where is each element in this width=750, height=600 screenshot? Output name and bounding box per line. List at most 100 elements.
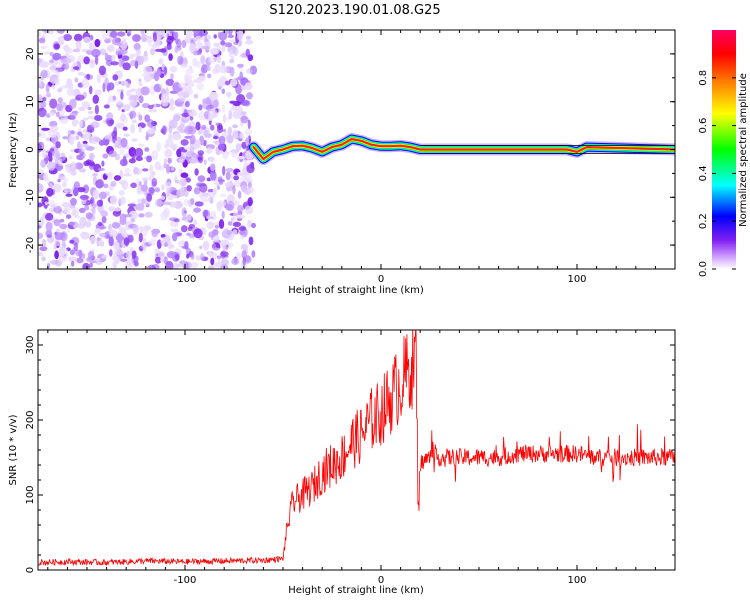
noise-blob [67,82,74,90]
noise-blob [70,130,75,135]
noise-blob [206,65,211,72]
noise-blob [60,176,67,181]
noise-blob [38,143,43,153]
noise-blob [178,82,188,89]
noise-blob [180,172,189,178]
noise-blob [228,50,233,58]
noise-blob [199,192,204,199]
top-y-axis: -20 -10 0 10 20 [25,29,675,270]
noise-blob [69,98,77,109]
noise-blob [38,232,44,240]
noise-blob [137,198,142,204]
noise-blob [130,59,137,66]
colorbar: 0.0 0.2 0.4 0.6 0.8 Normalized spectral ampl… [698,30,749,277]
bottom-x-axis: -100 0 100 [47,330,676,586]
noise-blob [208,265,215,269]
noise-blob [226,91,232,98]
noise-blob [58,158,63,167]
noise-blob [127,203,136,207]
noise-blob [245,150,254,160]
noise-blob [225,171,231,181]
noise-blob [208,108,218,119]
noise-blob [114,140,119,148]
noise-blob [220,258,229,266]
noise-blob [218,181,224,185]
noise-blob [56,30,65,34]
noise-blob [186,214,192,221]
noise-blob [202,192,209,197]
noise-blob [97,221,103,226]
noise-blob [56,103,63,112]
noise-blob [168,53,173,61]
noise-blob [230,78,238,87]
noise-blob [39,216,45,227]
noise-blob [152,32,158,42]
y-tick-label: 10 [25,95,36,108]
colorbar-tick-label: 0.2 [698,213,709,229]
noise-blob [113,207,121,212]
noise-blob [125,250,131,260]
noise-blob [165,181,172,191]
noise-blob [235,84,243,95]
noise-blob [111,222,121,229]
noise-blob [45,83,50,93]
noise-blob [241,99,250,106]
noise-blob [63,203,71,214]
colorbar-tick-label: 0.6 [698,118,709,134]
noise-blob [193,207,202,213]
noise-blob [83,56,90,65]
noise-blob [124,214,132,218]
noise-blob [83,160,91,167]
noise-blob [38,252,44,257]
noise-blob [98,254,102,259]
noise-blob [154,187,161,193]
noise-blob [190,254,195,260]
noise-blob [174,37,179,45]
noise-blob [154,248,160,254]
noise-blob [215,122,220,126]
noise-blob [54,232,64,241]
noise-blob [239,230,246,236]
noise-blob [118,57,123,68]
noise-blob [41,239,47,248]
noise-blob [189,146,195,154]
noise-blob [213,136,219,140]
noise-blob [158,165,165,171]
noise-blob [246,179,254,183]
noise-blob [70,197,77,206]
noise-blob [216,200,226,208]
noise-blob [131,250,137,259]
noise-blob [113,241,120,250]
noise-blob [77,131,83,136]
noise-blob [154,256,162,264]
noise-blob [195,255,202,261]
noise-blob [103,183,109,189]
noise-blob [93,115,103,121]
noise-blob [78,207,86,213]
noise-blob [145,66,153,72]
noise-blob [190,198,195,205]
noise-blob [216,54,222,64]
noise-blob [88,85,93,95]
noise-blob [86,129,92,133]
noise-blob [133,43,141,51]
noise-blob [185,86,194,96]
snr-panel: -100 0 100 0 100 200 300 Height of straight l… [8,329,676,596]
noise-blob [154,198,162,207]
noise-blob [40,46,48,49]
noise-blob [116,42,123,46]
noise-blob [108,119,115,125]
noise-blob [140,86,150,96]
noise-blob [82,140,88,145]
noise-blob [149,48,156,56]
noise-blob [131,138,138,142]
noise-blob [185,76,190,84]
noise-blob [76,257,84,264]
noise-blob [49,52,54,57]
noise-blob [110,61,119,66]
noise-blob [141,73,147,77]
noise-blob [99,48,107,56]
noise-blob [104,135,111,140]
noise-blob [229,100,237,104]
noise-blob [120,91,124,100]
